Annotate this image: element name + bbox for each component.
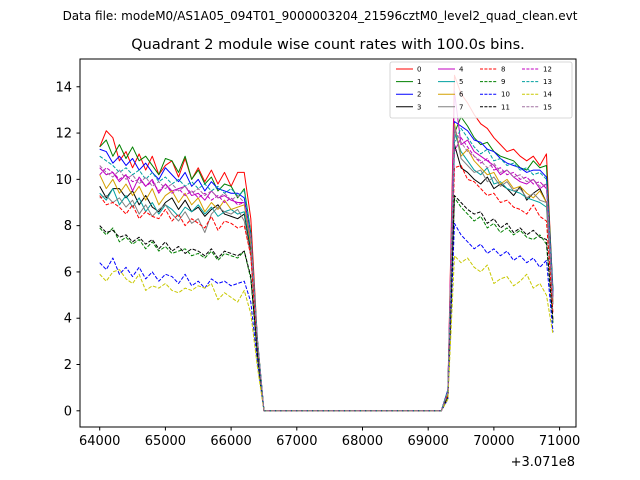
legend-label-6: 6 bbox=[459, 91, 464, 99]
x-tick-label: 68000 bbox=[342, 434, 383, 449]
series-line-0 bbox=[99, 74, 554, 412]
series-line-5 bbox=[99, 132, 554, 412]
chart-title: Quadrant 2 module wise count rates with … bbox=[131, 37, 525, 53]
legend-label-11: 11 bbox=[501, 103, 510, 111]
y-tick-label: 0 bbox=[64, 404, 72, 419]
axes: 64000 65000 66000 67000 68000 69000 70000 71000… bbox=[55, 58, 580, 449]
plot-frame bbox=[79, 58, 577, 428]
y-tick-label: 8 bbox=[64, 219, 72, 234]
series-line-8 bbox=[99, 164, 554, 412]
legend-box bbox=[389, 61, 573, 119]
legend-label-13: 13 bbox=[543, 78, 552, 86]
x-tick-label: 69000 bbox=[408, 434, 449, 449]
y-tick-label: 10 bbox=[55, 173, 72, 188]
y-tick-label: 4 bbox=[64, 312, 72, 327]
legend-label-14: 14 bbox=[543, 91, 552, 99]
series-line-7 bbox=[99, 125, 554, 412]
x-offset-label: +3.071e8 bbox=[511, 455, 575, 470]
legend-label-7: 7 bbox=[459, 103, 463, 111]
x-tick-label: 71000 bbox=[539, 434, 580, 449]
legend-label-5: 5 bbox=[459, 78, 463, 86]
legend-label-8: 8 bbox=[501, 66, 505, 74]
x-tick-label: 67000 bbox=[276, 434, 317, 449]
y-tick-label: 14 bbox=[55, 80, 72, 95]
x-tick-label: 70000 bbox=[473, 434, 514, 449]
legend-label-9: 9 bbox=[501, 78, 505, 86]
series-line-15 bbox=[99, 127, 554, 412]
series-line-11 bbox=[99, 195, 554, 412]
plot-area bbox=[99, 74, 554, 412]
x-tick-label: 64000 bbox=[79, 434, 120, 449]
series-line-3 bbox=[99, 144, 554, 412]
series-line-10 bbox=[99, 222, 554, 412]
figure-suptitle: Data file: modeM0/AS1A05_094T01_90000032… bbox=[63, 9, 578, 23]
legend-label-12: 12 bbox=[543, 66, 552, 74]
series-line-2 bbox=[99, 120, 554, 412]
legend-label-4: 4 bbox=[459, 66, 464, 74]
legend-label-1: 1 bbox=[417, 78, 421, 86]
series-line-4 bbox=[99, 90, 554, 412]
x-tick-label: 66000 bbox=[210, 434, 251, 449]
legend-label-0: 0 bbox=[417, 66, 421, 74]
series-line-9 bbox=[99, 197, 554, 412]
legend-label-15: 15 bbox=[543, 103, 552, 111]
series-line-6 bbox=[99, 123, 554, 412]
y-tick-label: 12 bbox=[55, 127, 72, 142]
series-line-12 bbox=[99, 137, 554, 412]
y-tick-label: 2 bbox=[64, 358, 72, 373]
x-tick-label: 65000 bbox=[145, 434, 186, 449]
legend-label-3: 3 bbox=[417, 103, 421, 111]
y-tick-label: 6 bbox=[64, 265, 72, 280]
series-line-14 bbox=[99, 255, 554, 412]
series-line-1 bbox=[99, 116, 554, 412]
legend-label-10: 10 bbox=[501, 91, 510, 99]
legend-label-2: 2 bbox=[417, 91, 421, 99]
